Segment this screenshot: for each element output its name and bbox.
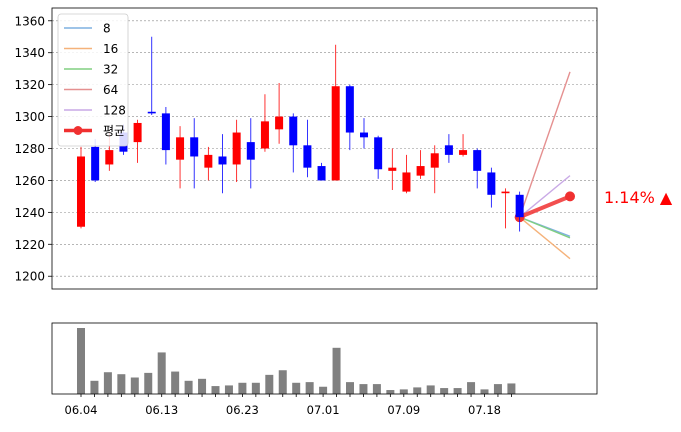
candle-body (374, 137, 383, 170)
y-tick-label: 1220 (14, 238, 45, 252)
candle-body (345, 86, 354, 133)
candle-body (515, 194, 524, 218)
candle-body (430, 153, 439, 168)
volume-bar (90, 380, 99, 394)
y-tick-label: 1300 (14, 110, 45, 124)
volume-bar (130, 377, 139, 394)
change-annotation: 1.14% ▲ (604, 188, 673, 207)
candle-body (487, 172, 496, 195)
volume-bar (251, 382, 260, 394)
volume-bar (184, 380, 193, 394)
volume-bar (346, 382, 354, 394)
volume-bar (157, 352, 166, 394)
volume-bar (493, 384, 502, 394)
volume-bar (265, 374, 274, 394)
candle-body (190, 137, 199, 157)
main-panel-frame (51, 7, 598, 290)
legend-label: 32 (103, 63, 118, 77)
candle-body (105, 150, 114, 165)
candle-body (501, 191, 510, 194)
candle-body (444, 145, 453, 155)
projection-line-128 (519, 175, 571, 218)
volume-bar (117, 374, 126, 394)
legend-box (57, 13, 129, 147)
volume-bar (103, 372, 112, 394)
volume-bar (386, 390, 395, 394)
candle-body (473, 150, 482, 171)
volume-bar (467, 382, 476, 394)
candle-body (204, 154, 213, 168)
volume-bar (480, 389, 489, 394)
volume-bar (453, 388, 462, 394)
y-tick-label: 1200 (14, 270, 45, 284)
candle-body (275, 116, 284, 130)
candle-body (360, 132, 368, 138)
candle-body (303, 145, 312, 168)
legend-label: 16 (103, 42, 118, 56)
volume-bar (332, 347, 341, 394)
projection-end-marker (565, 191, 575, 202)
candle-body (459, 150, 468, 155)
y-tick-label: 1260 (14, 174, 45, 188)
candle-body (402, 172, 411, 192)
y-tick-label: 1360 (14, 14, 45, 28)
candle-body (232, 132, 241, 165)
legend-marker (73, 126, 83, 135)
volume-bar (440, 388, 449, 394)
x-tick-label: 06.23 (226, 403, 259, 417)
legend-label: 8 (103, 22, 111, 36)
candle-body (161, 113, 170, 151)
x-tick-label: 06.04 (65, 403, 98, 417)
volume-bar (319, 386, 328, 394)
projection-line-32 (519, 216, 571, 239)
y-tick-label: 1280 (14, 142, 45, 156)
volume-bar (211, 386, 220, 394)
volume-bar (372, 384, 381, 394)
candle-body (331, 86, 340, 181)
candle-body (147, 111, 156, 114)
volume-bar (359, 384, 368, 394)
volume-bar (507, 383, 516, 394)
candle-body (133, 122, 142, 143)
volume-bar (305, 382, 314, 394)
x-tick-label: 07.18 (468, 403, 501, 417)
legend-label: 64 (103, 83, 118, 97)
candle-body (77, 156, 85, 227)
volume-bar (278, 370, 287, 394)
candle-body (246, 142, 255, 160)
candle-body (91, 146, 100, 181)
volume-panel-frame (51, 322, 598, 395)
volume-bar (399, 389, 408, 394)
x-tick-label: 06.13 (145, 403, 178, 417)
projection-line-16 (519, 216, 571, 260)
volume-bar (426, 385, 435, 394)
candle-body (388, 167, 397, 171)
volume-bar (198, 378, 207, 394)
candle-body (317, 166, 326, 181)
candle-body (289, 116, 298, 146)
volume-bar (292, 382, 301, 394)
volume-bar (224, 385, 233, 394)
projection-line-64 (518, 71, 571, 218)
volume-bar (77, 328, 85, 394)
candle-body (260, 121, 269, 149)
x-tick-label: 07.01 (307, 403, 340, 417)
y-tick-label: 1320 (14, 78, 45, 92)
projection-line-avg (518, 194, 571, 220)
volume-bar (413, 387, 422, 394)
candle-body (416, 166, 425, 176)
legend-label: 128 (103, 104, 126, 118)
legend-label: 평균 (103, 124, 125, 138)
volume-bar (171, 371, 180, 394)
volume-bar (144, 372, 153, 394)
volume-bar (238, 382, 247, 394)
y-tick-label: 1240 (14, 206, 45, 220)
candle-body (176, 137, 185, 160)
candle-body (218, 156, 227, 165)
y-tick-label: 1340 (14, 46, 45, 60)
x-tick-label: 07.09 (387, 403, 420, 417)
